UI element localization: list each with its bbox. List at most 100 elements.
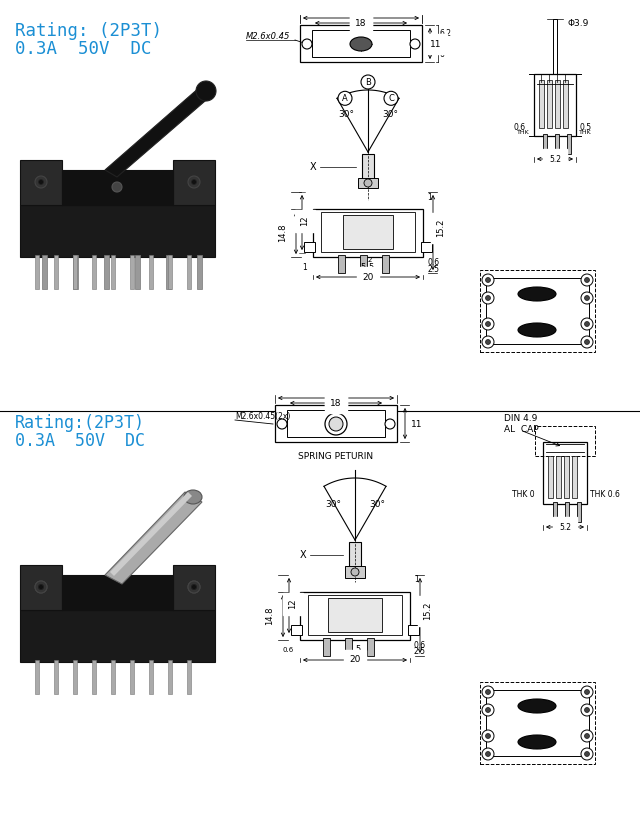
Bar	[338, 255, 345, 273]
Bar	[173, 565, 215, 610]
Text: C: C	[388, 94, 394, 103]
Text: M2.6x0.45(2x): M2.6x0.45(2x)	[235, 412, 291, 421]
Text: THK 0.6: THK 0.6	[590, 490, 620, 499]
Circle shape	[486, 708, 490, 713]
Bar	[548, 456, 553, 498]
Circle shape	[35, 581, 47, 593]
Bar	[73, 255, 77, 289]
Circle shape	[486, 295, 490, 301]
Bar	[555, 134, 559, 154]
Bar	[564, 456, 569, 498]
Text: 18: 18	[355, 19, 367, 27]
Circle shape	[364, 179, 372, 187]
Text: 5: 5	[360, 262, 365, 271]
Text: 0.6: 0.6	[514, 123, 526, 132]
Circle shape	[384, 91, 398, 105]
Circle shape	[191, 584, 196, 589]
Text: 5.2: 5.2	[549, 155, 561, 164]
Bar	[20, 610, 215, 662]
Circle shape	[584, 321, 589, 326]
Circle shape	[482, 730, 494, 742]
Text: AL  CAP: AL CAP	[504, 425, 539, 434]
Bar	[312, 30, 410, 57]
Circle shape	[482, 686, 494, 698]
Ellipse shape	[350, 37, 372, 51]
Bar	[543, 442, 587, 504]
Bar	[275, 405, 397, 442]
Bar	[111, 255, 115, 289]
Bar	[287, 410, 385, 437]
Bar	[168, 255, 172, 289]
Circle shape	[361, 75, 375, 89]
Ellipse shape	[518, 287, 556, 301]
Circle shape	[584, 278, 589, 283]
Bar	[362, 154, 374, 180]
Ellipse shape	[518, 699, 556, 713]
Text: 0.3A  50V  DC: 0.3A 50V DC	[15, 432, 145, 450]
Circle shape	[410, 39, 420, 49]
Circle shape	[338, 91, 352, 105]
Circle shape	[581, 704, 593, 716]
Text: 6.2: 6.2	[440, 29, 452, 38]
Bar	[20, 565, 62, 610]
Circle shape	[486, 690, 490, 695]
Text: 1: 1	[427, 192, 432, 201]
Text: 14.8: 14.8	[278, 224, 287, 242]
Bar	[572, 456, 577, 498]
Circle shape	[581, 274, 593, 286]
Text: 0.3A  50V  DC: 0.3A 50V DC	[15, 40, 152, 58]
Circle shape	[482, 336, 494, 348]
Polygon shape	[105, 87, 212, 177]
Text: 20: 20	[349, 655, 361, 664]
Text: 2: 2	[368, 257, 372, 263]
Bar	[563, 80, 568, 128]
Bar	[20, 205, 215, 257]
Text: 15.2: 15.2	[424, 602, 433, 620]
Bar	[358, 178, 378, 188]
Circle shape	[584, 339, 589, 344]
Bar	[553, 502, 557, 522]
Circle shape	[486, 733, 490, 738]
Circle shape	[35, 176, 47, 188]
Bar	[173, 160, 215, 205]
Circle shape	[581, 730, 593, 742]
Text: 14.8: 14.8	[266, 607, 275, 626]
Circle shape	[191, 584, 196, 589]
Bar	[382, 255, 389, 273]
Bar	[111, 660, 115, 694]
Circle shape	[584, 295, 589, 301]
Text: 0.6: 0.6	[427, 257, 439, 266]
Bar	[135, 255, 140, 289]
Circle shape	[325, 413, 347, 435]
Bar	[313, 209, 423, 257]
Bar	[35, 660, 39, 694]
Bar	[304, 242, 315, 252]
Circle shape	[188, 581, 200, 593]
Ellipse shape	[518, 323, 556, 337]
Circle shape	[581, 748, 593, 760]
Text: 5: 5	[369, 262, 374, 271]
Text: 1: 1	[302, 262, 307, 271]
Bar	[547, 80, 552, 128]
Bar	[73, 660, 77, 694]
Bar	[104, 255, 109, 289]
Circle shape	[188, 176, 200, 188]
Bar	[345, 638, 352, 656]
Bar	[556, 456, 561, 498]
Text: THK: THK	[517, 130, 530, 135]
Bar	[360, 255, 367, 273]
Circle shape	[486, 278, 490, 283]
Circle shape	[38, 584, 44, 589]
Text: 23: 23	[355, 13, 367, 22]
Bar	[535, 426, 595, 456]
Circle shape	[196, 81, 216, 101]
Text: X: X	[300, 550, 307, 560]
Circle shape	[482, 274, 494, 286]
Bar	[421, 242, 432, 252]
Bar	[54, 660, 58, 694]
Circle shape	[112, 182, 122, 192]
Text: 30°: 30°	[369, 500, 385, 509]
Text: X: X	[310, 162, 316, 172]
Bar	[130, 255, 134, 289]
Bar	[300, 592, 410, 640]
